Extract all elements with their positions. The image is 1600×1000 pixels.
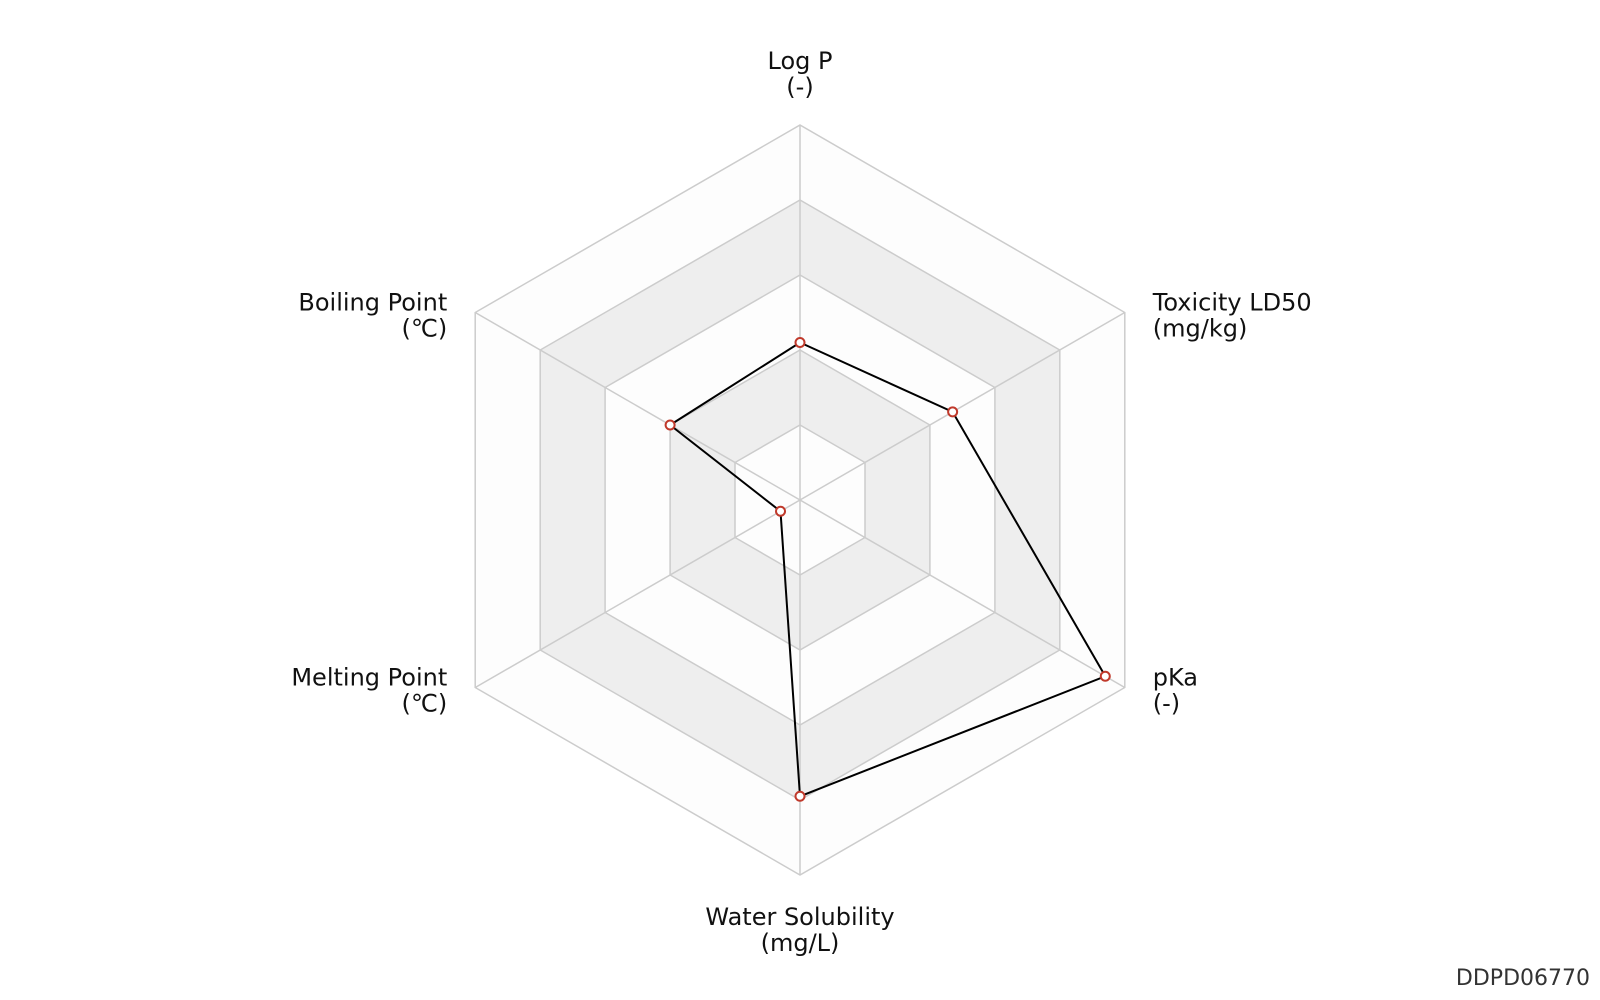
- data-point: [775, 505, 787, 517]
- data-point: [794, 337, 806, 348]
- axis-unit: (℃): [402, 315, 448, 343]
- spoke: [474, 311, 801, 501]
- spoke: [799, 499, 1126, 689]
- data-point: [794, 790, 806, 802]
- data-point: [1099, 670, 1111, 682]
- axis-unit: (mg/kg): [1153, 315, 1248, 343]
- data-point: [947, 406, 959, 418]
- spoke: [799, 311, 1126, 501]
- axis-label: Water Solubility: [705, 903, 894, 931]
- axis-label: Toxicity LD50: [1152, 289, 1312, 317]
- axis-unit: (℃): [402, 690, 448, 718]
- spoke: [474, 499, 801, 689]
- axis-unit: (-): [1153, 690, 1180, 718]
- axis-unit: (-): [786, 73, 813, 101]
- data-point: [664, 419, 676, 431]
- axis-label: Melting Point: [291, 664, 447, 692]
- axis-label: pKa: [1153, 664, 1198, 692]
- watermark: DDPD06770: [1456, 966, 1590, 991]
- axis-unit: (mg/L): [761, 929, 840, 957]
- axis-label: Log P: [768, 47, 833, 75]
- axis-label: Boiling Point: [298, 289, 447, 317]
